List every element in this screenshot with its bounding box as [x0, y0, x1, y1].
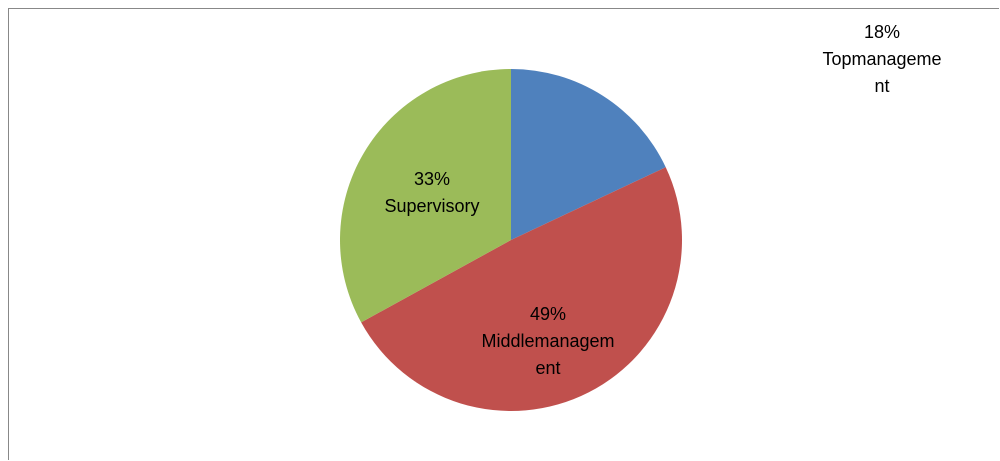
percent-label: 33% [413, 169, 451, 189]
category-label: Middlemanagement [481, 331, 615, 378]
data-label: 18% Topmanagement [820, 19, 945, 100]
data-label: 33% Supervisory [332, 166, 532, 220]
category-label: Supervisory [384, 196, 480, 216]
data-label: 49% Middlemanagement [478, 301, 618, 382]
category-label: Topmanagement [822, 49, 942, 96]
pie-slice [511, 69, 666, 240]
pie-slice [361, 167, 682, 411]
percent-label: 18% [863, 22, 901, 42]
pie-slice [340, 69, 511, 323]
percent-label: 49% [529, 304, 567, 324]
chart-border [8, 8, 999, 460]
